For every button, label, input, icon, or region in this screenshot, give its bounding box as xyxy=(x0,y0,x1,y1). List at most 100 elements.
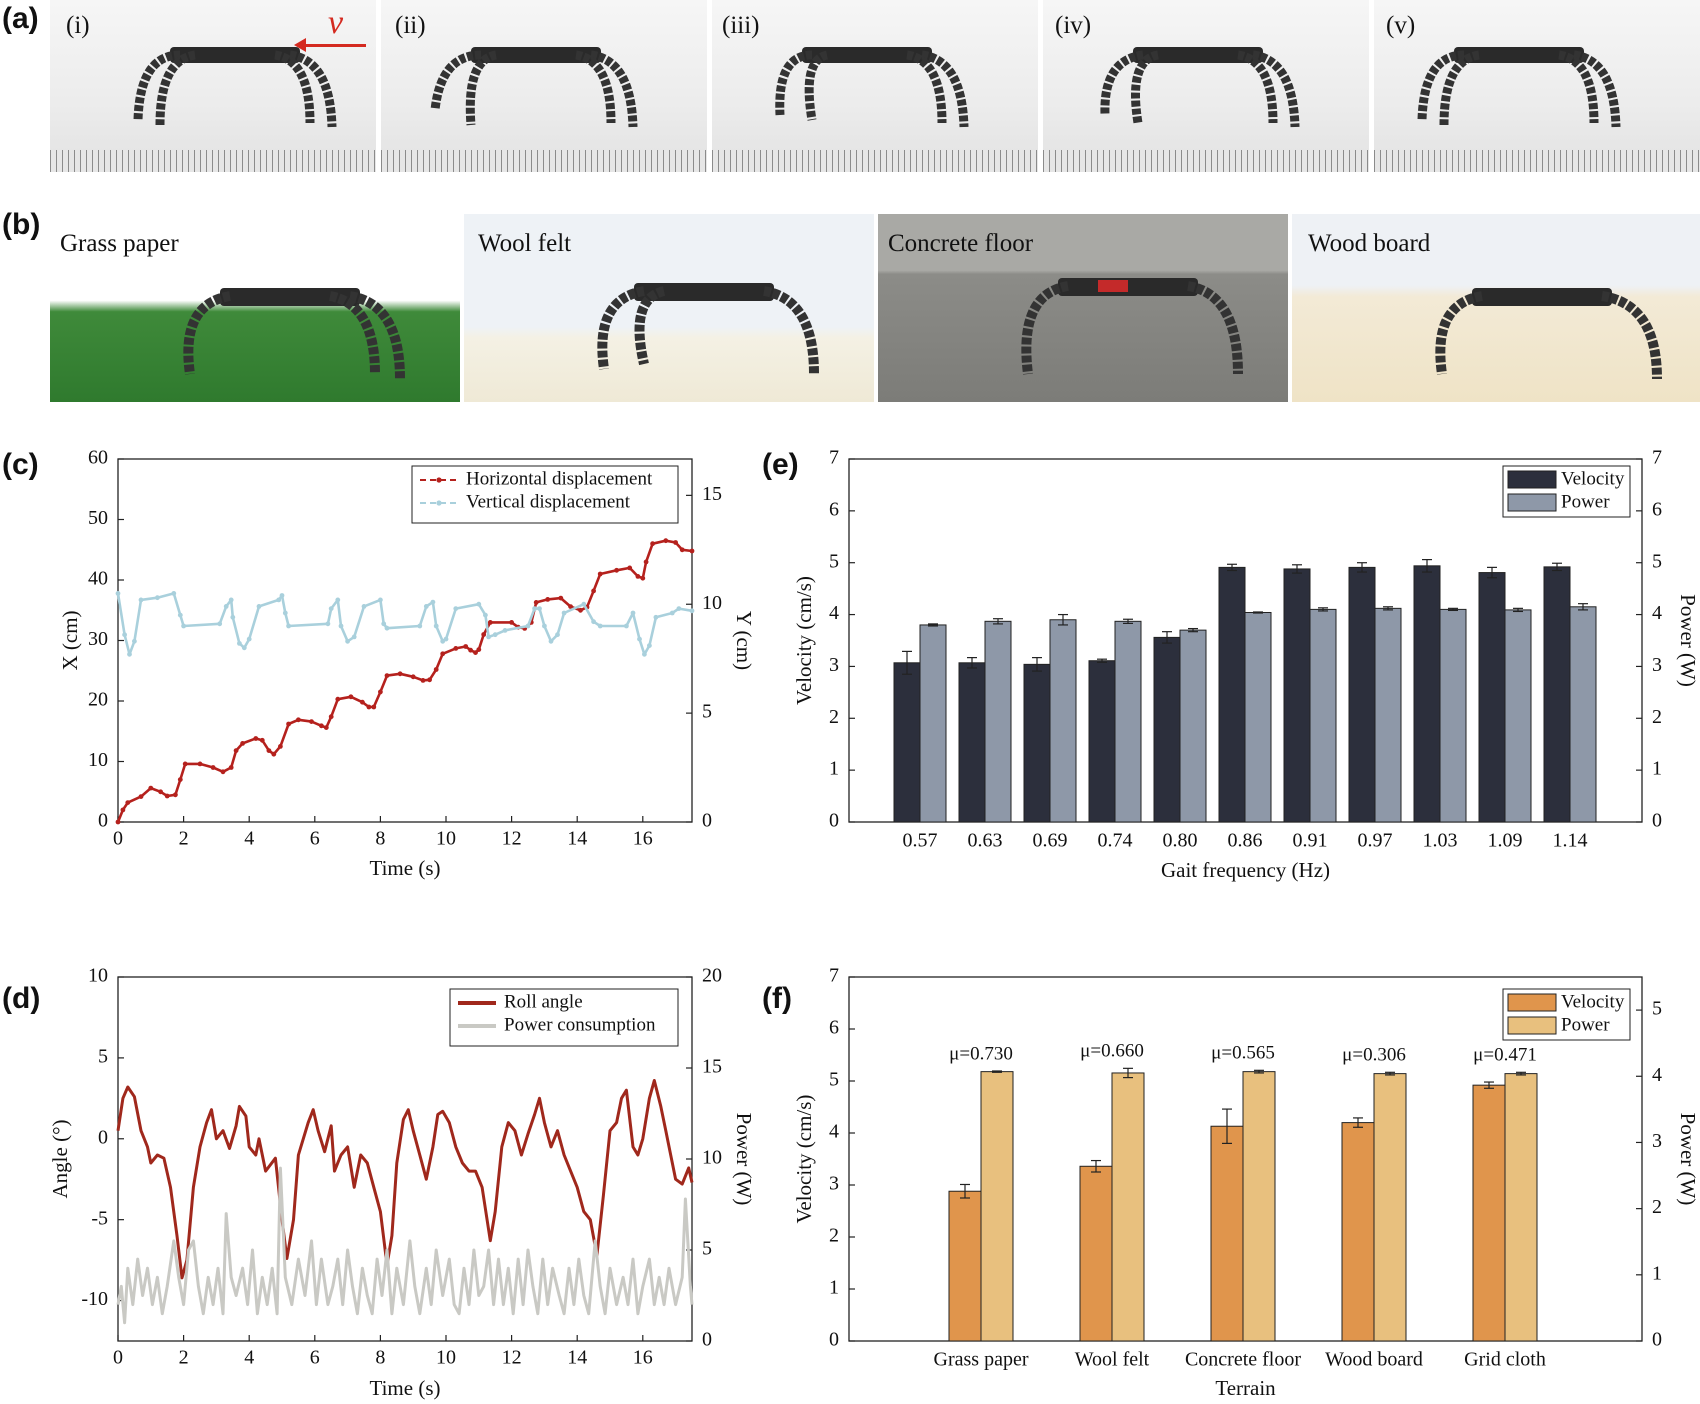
data-point xyxy=(223,604,229,609)
data-point xyxy=(228,597,234,603)
x-tick-label: 0.86 xyxy=(1228,830,1263,852)
y-tick-label: 3 xyxy=(829,1173,839,1195)
terrain-label: Grass paper xyxy=(60,230,179,257)
x-tick-label: 2 xyxy=(179,1347,189,1369)
data-point xyxy=(642,651,647,657)
data-point xyxy=(220,769,226,775)
y2-tick-label: 10 xyxy=(702,592,722,614)
terrain-label: Concrete floor xyxy=(888,230,1034,257)
data-point xyxy=(351,634,357,640)
y-tick-label: 1 xyxy=(829,1277,839,1299)
y2-tick-label: 1 xyxy=(1652,1262,1662,1284)
panel-label-f: (f) xyxy=(762,982,792,1015)
x-tick-label: 10 xyxy=(436,1347,456,1369)
data-point xyxy=(558,595,564,601)
bar-power xyxy=(1309,608,1337,823)
y2-tick-label: 15 xyxy=(702,483,722,505)
data-point xyxy=(127,651,132,657)
x-tick-label: 0.57 xyxy=(903,830,938,852)
data-point xyxy=(483,612,488,618)
y2-tick-label: 1 xyxy=(1652,758,1662,780)
y2-tick-label: 4 xyxy=(1652,1064,1662,1086)
bar-velocity xyxy=(1218,566,1246,823)
ruler xyxy=(1043,150,1369,172)
y2-tick-label: 2 xyxy=(1652,1196,1662,1218)
data-point xyxy=(453,646,459,651)
y2-axis-label: Power (W) xyxy=(1676,594,1700,687)
gait-frame-2: (ii) xyxy=(381,0,707,172)
data-point xyxy=(689,608,695,614)
x-tick-label: 0.80 xyxy=(1163,830,1198,852)
y2-axis-label: Power (W) xyxy=(1676,1113,1700,1206)
y-tick-label: 5 xyxy=(829,1069,839,1091)
x-tick-label: Grass paper xyxy=(934,1349,1029,1371)
y-tick-label: 6 xyxy=(829,1017,839,1039)
data-point xyxy=(328,714,334,720)
data-point xyxy=(348,694,354,700)
y-tick-label: 4 xyxy=(829,1121,839,1143)
velocity-arrow-head-icon xyxy=(294,38,306,52)
panel-label-b: (b) xyxy=(2,208,41,241)
robot-image xyxy=(1417,47,1621,128)
data-point xyxy=(246,636,252,642)
legend-marker xyxy=(436,500,442,506)
data-point xyxy=(476,647,482,652)
data-point xyxy=(430,599,436,605)
data-point xyxy=(319,723,324,729)
data-point xyxy=(533,600,539,605)
bar-velocity xyxy=(958,662,986,823)
friction-annotation: μ=0.306 xyxy=(1342,1045,1406,1066)
frame-label: (i) xyxy=(66,12,90,39)
x-tick-label: 0.97 xyxy=(1358,830,1393,852)
data-point xyxy=(635,574,641,579)
terrain-label: Wool felt xyxy=(478,230,572,257)
data-point xyxy=(256,604,262,609)
robot-image xyxy=(1100,47,1300,128)
ruler xyxy=(712,150,1038,172)
data-point xyxy=(653,614,659,620)
bar-power xyxy=(1242,1071,1276,1342)
y2-tick-label: 5 xyxy=(1652,998,1662,1020)
data-point xyxy=(335,597,341,603)
data-point xyxy=(676,606,682,611)
y-tick-label: 5 xyxy=(829,550,839,572)
legend-swatch xyxy=(1507,1016,1557,1035)
y2-tick-label: 5 xyxy=(702,1238,712,1260)
gait-frame-1: (i) v xyxy=(50,0,376,172)
y-tick-label: 50 xyxy=(88,507,108,529)
bar-power xyxy=(1504,1073,1538,1342)
data-point xyxy=(423,604,429,609)
robot-image xyxy=(1435,288,1662,380)
bar-velocity xyxy=(1543,566,1571,823)
data-point xyxy=(282,610,288,616)
panel-label-c: (c) xyxy=(2,448,39,481)
data-point xyxy=(591,588,596,594)
y2-tick-label: 5 xyxy=(1652,550,1662,572)
bar-power xyxy=(919,624,947,823)
bar-velocity xyxy=(1283,568,1311,823)
y2-tick-label: 15 xyxy=(702,1056,722,1078)
data-point xyxy=(266,748,272,753)
data-point xyxy=(125,800,131,805)
data-point xyxy=(640,575,646,581)
data-point xyxy=(325,621,331,627)
ruler xyxy=(1374,150,1700,172)
bar-velocity xyxy=(1210,1125,1244,1342)
data-point xyxy=(487,620,493,625)
legend-swatch xyxy=(1507,993,1557,1012)
x-tick-label: 0.69 xyxy=(1033,830,1068,852)
y2-tick-label: 0 xyxy=(1652,1329,1662,1351)
series-line-power-consumption xyxy=(116,1166,694,1325)
data-point xyxy=(669,610,675,616)
panel-label-d: (d) xyxy=(2,982,41,1015)
x-tick-label: 4 xyxy=(244,828,254,850)
robot-image xyxy=(597,283,819,375)
x-tick-label: 10 xyxy=(436,828,456,850)
data-point xyxy=(433,667,439,672)
data-point xyxy=(443,636,449,642)
robot-image xyxy=(1021,278,1243,375)
bar-velocity xyxy=(1472,1084,1506,1342)
robot-image xyxy=(430,47,638,128)
x-tick-label: 8 xyxy=(375,1347,385,1369)
data-point xyxy=(492,632,498,638)
